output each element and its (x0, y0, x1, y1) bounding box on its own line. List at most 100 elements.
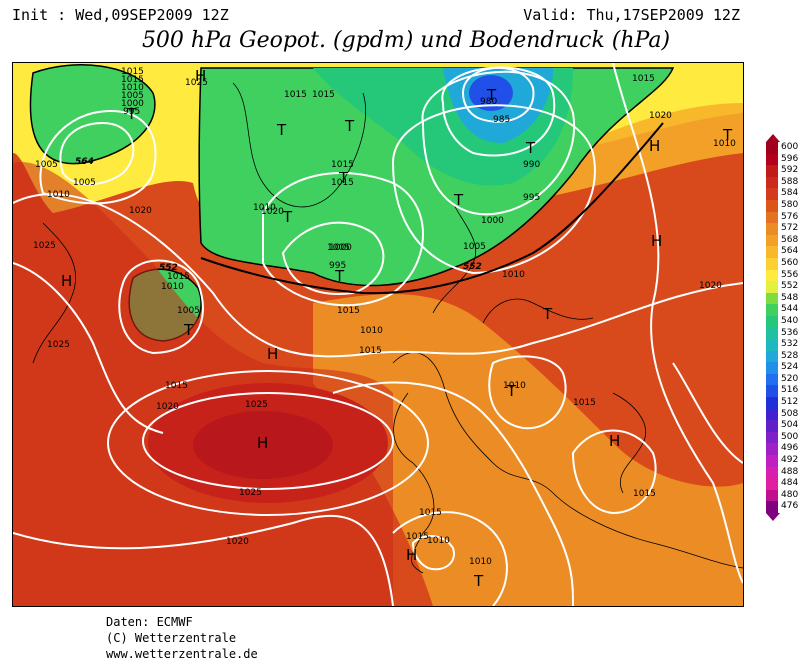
legend-row: 524 (764, 362, 810, 374)
legend-swatch (766, 142, 778, 154)
legend-swatch (766, 292, 778, 305)
legend-row: 560 (764, 257, 810, 270)
legend-row: 504 (764, 420, 810, 432)
isobar-label: 1025 (245, 400, 268, 410)
isobar-label: 1010 (253, 203, 276, 213)
legend-row: 544 (764, 304, 810, 316)
legend-level-label: 548 (781, 292, 799, 303)
legend-row: 572 (764, 223, 810, 235)
legend-row: 556 (764, 269, 810, 282)
legend-row: 512 (764, 397, 810, 409)
legend-swatch (766, 339, 778, 351)
legend-level-label: 572 (781, 223, 799, 234)
legend-row: 480 (764, 489, 810, 502)
isobar-label: 1000 (329, 243, 352, 253)
low-marker: T (338, 169, 349, 187)
high-marker: H (651, 232, 662, 250)
coastlines (32, 82, 743, 574)
pressure-centres: H H H H H H H H T T T T T T T T T T T T … (61, 67, 733, 590)
legend-level-label: 476 (781, 501, 799, 512)
legend-level-label: 492 (781, 455, 799, 466)
legend-row: 500 (764, 431, 810, 444)
legend-row: 576 (764, 211, 810, 224)
field-red-west (13, 162, 393, 606)
legend-level-label: 508 (781, 408, 799, 419)
legend-level-label: 488 (781, 466, 799, 477)
high-marker: H (61, 272, 72, 290)
legend-swatch (766, 246, 778, 258)
legend-row: 596 (764, 153, 810, 166)
contour-label: 564 (75, 157, 94, 167)
legend-level-label: 536 (781, 327, 799, 338)
high-marker: H (609, 432, 620, 450)
isobar-label: 1015 (331, 160, 354, 170)
isobar-label: 1005 (73, 178, 96, 188)
contour-labels: 564 552 552 (75, 157, 482, 273)
weather-map: 1015 1015 1010 1005 1000 995 1025 1005 1… (12, 62, 744, 607)
legend-swatch (766, 165, 778, 177)
legend-level-label: 500 (781, 431, 799, 442)
isobar-label: 980 (480, 97, 497, 107)
valid-time: Valid: Thu,17SEP2009 12Z (523, 6, 740, 24)
legend-level-label: 560 (781, 257, 799, 268)
legend-swatch (766, 420, 778, 432)
legend-level-label: 596 (781, 153, 799, 164)
isobar-label: 1025 (239, 488, 262, 498)
isobar-label: 1010 (503, 381, 526, 391)
legend-level-label: 532 (781, 339, 799, 350)
isobar-label: 1025 (47, 340, 70, 350)
legend-row: 552 (764, 281, 810, 293)
high-marker: H (195, 67, 206, 85)
legend-swatch (766, 188, 778, 200)
isobar-label: 1010 (713, 139, 736, 149)
legend-level-label: 528 (781, 350, 799, 361)
low-marker: T (542, 305, 553, 323)
legend-level-label: 516 (781, 385, 799, 396)
credits-url[interactable]: www.wetterzentrale.de (106, 647, 258, 661)
low-marker: T (282, 208, 293, 226)
low-marker: T (506, 382, 517, 400)
legend-swatch (766, 455, 778, 467)
map-title: 500 hPa Geopot. (gpdm) und Bodendruck (h… (141, 28, 671, 53)
legend-level-label: 524 (781, 362, 799, 373)
legend-row: 592 (764, 165, 810, 177)
isobar-label: 1015 (633, 489, 656, 499)
field-deep-blue (469, 75, 513, 111)
isobar-labels: 1015 1015 1010 1005 1000 995 1025 1005 1… (33, 67, 736, 567)
isobar-label: 1000 (121, 99, 144, 109)
legend-row: 508 (764, 408, 810, 421)
isobar-label: 1005 (463, 242, 486, 252)
legend-swatch (766, 176, 778, 189)
isobar-label: 1025 (185, 78, 208, 88)
legend-row: 492 (764, 455, 810, 467)
isobar-label: 1015 (573, 398, 596, 408)
legend-level-label: 584 (781, 188, 799, 199)
legend-level-label: 544 (781, 304, 799, 315)
isobar-label: 1005 (121, 91, 144, 101)
credits: Daten: ECMWF (C) Wetterzentrale www.wett… (106, 614, 258, 662)
legend-row: 564 (764, 246, 810, 258)
legend-swatch (766, 385, 778, 398)
legend-top-arrow (766, 134, 780, 142)
isobar-label: 1000 (481, 216, 504, 226)
isobar-label: 1015 (337, 306, 360, 316)
credits-data-source: Daten: ECMWF (106, 615, 193, 629)
credits-copyright: (C) Wetterzentrale (106, 631, 237, 645)
isobar-label: 1020 (129, 206, 152, 216)
isobar-label: 1005 (327, 243, 350, 253)
isobar-label: 1010 (161, 282, 184, 292)
low-marker: T (473, 572, 484, 590)
legend-level-label: 600 (781, 142, 799, 152)
legend-row: 484 (764, 478, 810, 490)
legend-level-label: 504 (781, 420, 799, 431)
isobars (13, 63, 743, 606)
low-marker: T (486, 86, 497, 104)
low-marker: T (453, 191, 464, 209)
legend-row: 532 (764, 339, 810, 351)
contour-label: 552 (463, 262, 482, 272)
isobar-label: 1015 (359, 346, 382, 356)
isobar-label: 1010 (469, 557, 492, 567)
legend-row: 536 (764, 327, 810, 340)
isobar-label: 990 (523, 160, 540, 170)
isobar-label: 1015 (165, 381, 188, 391)
